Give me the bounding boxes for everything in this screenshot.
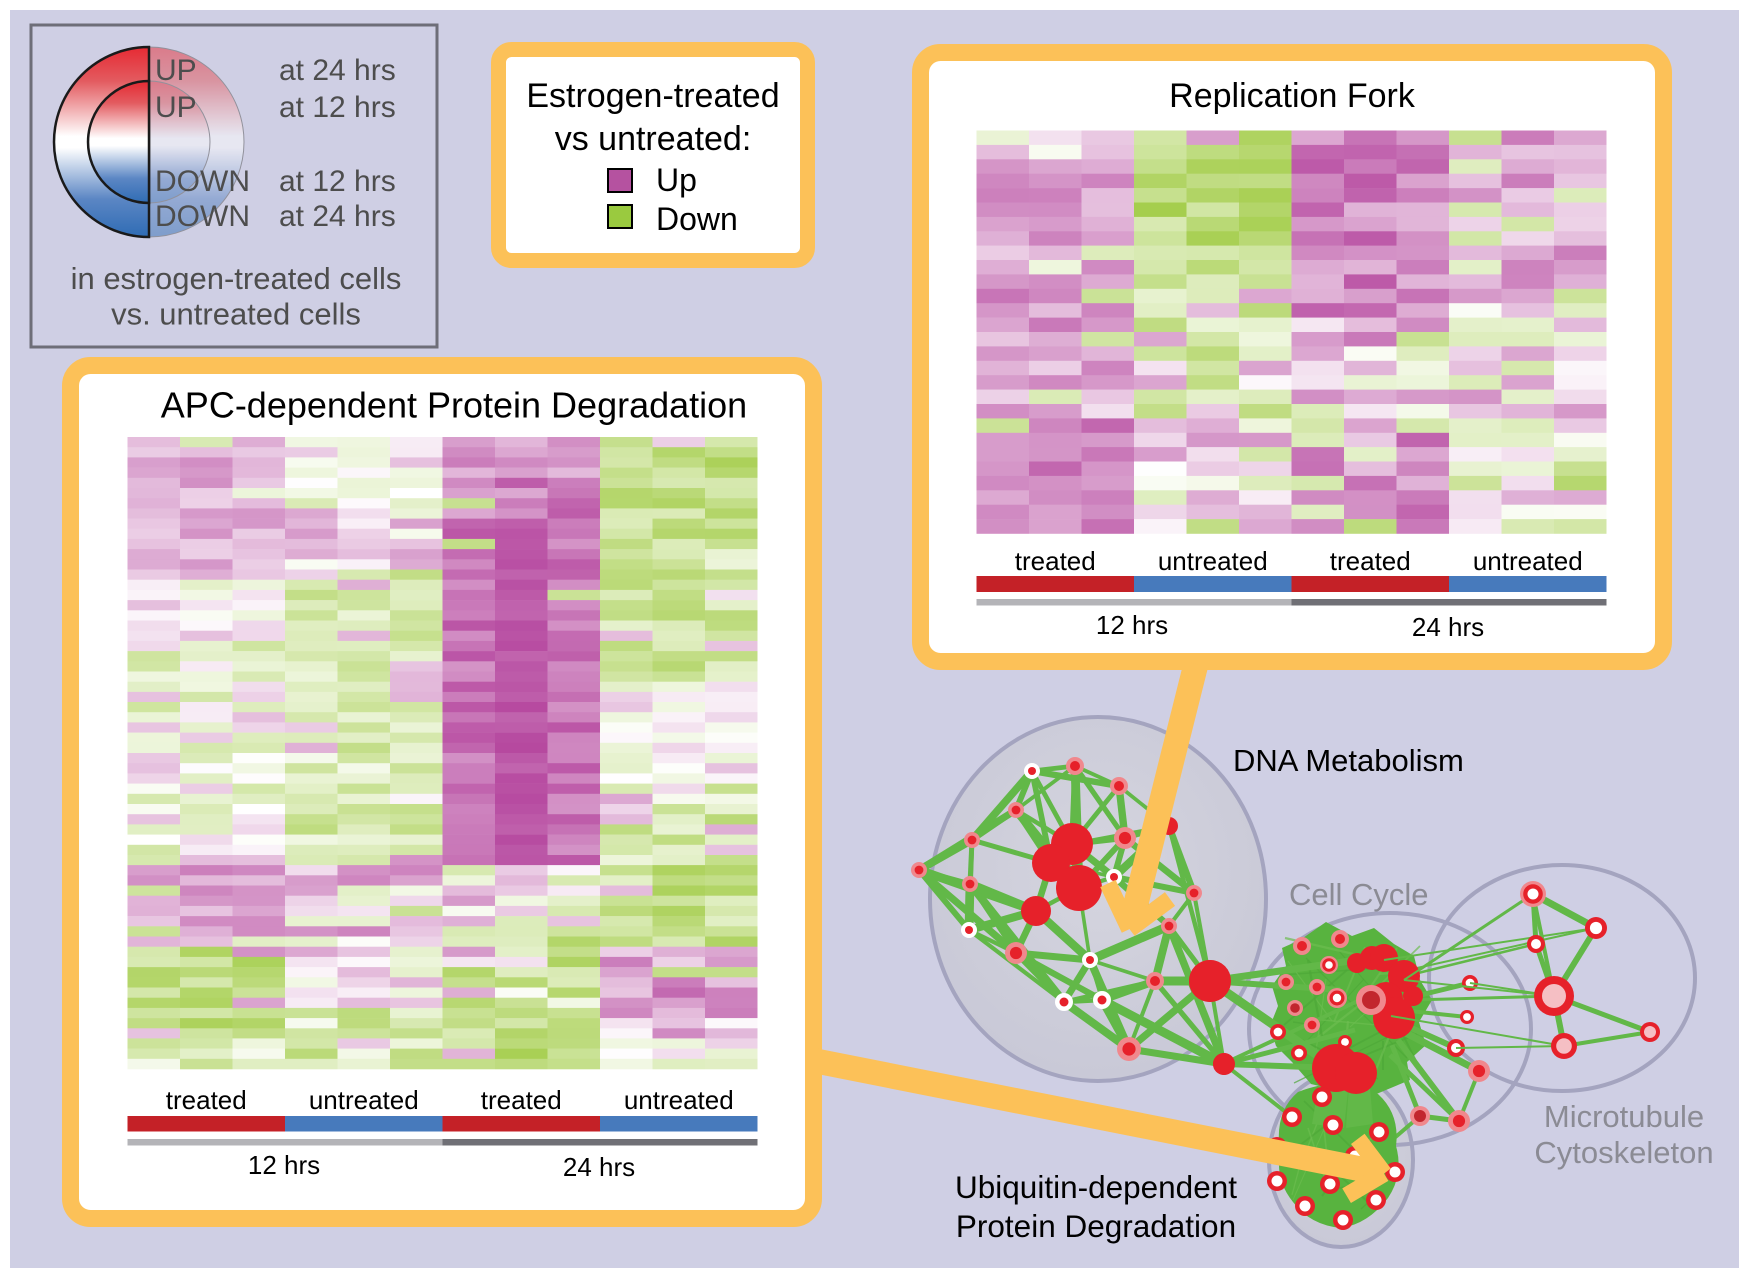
svg-text:untreated: untreated [624, 1085, 734, 1115]
svg-text:Estrogen-treated: Estrogen-treated [526, 77, 779, 115]
svg-text:DOWN: DOWN [155, 165, 250, 198]
svg-text:Replication Fork: Replication Fork [1169, 77, 1416, 115]
svg-text:at 12 hrs: at 12 hrs [279, 91, 396, 124]
svg-text:24 hrs: 24 hrs [563, 1152, 635, 1182]
svg-text:APC-dependent Protein Degradat: APC-dependent Protein Degradation [161, 385, 747, 426]
svg-text:Cell Cycle: Cell Cycle [1289, 877, 1429, 912]
svg-text:treated: treated [166, 1085, 247, 1115]
svg-text:Up: Up [656, 162, 697, 198]
svg-text:at 12 hrs: at 12 hrs [279, 165, 396, 198]
svg-text:untreated: untreated [1473, 546, 1583, 576]
svg-text:vs untreated:: vs untreated: [555, 120, 752, 158]
svg-text:UP: UP [155, 54, 197, 87]
svg-text:Microtubule: Microtubule [1544, 1099, 1704, 1134]
svg-text:Protein Degradation: Protein Degradation [956, 1208, 1236, 1244]
svg-text:DNA Metabolism: DNA Metabolism [1233, 743, 1464, 778]
svg-text:untreated: untreated [1158, 546, 1268, 576]
svg-text:treated: treated [481, 1085, 562, 1115]
svg-text:at 24 hrs: at 24 hrs [279, 54, 396, 87]
svg-text:UP: UP [155, 91, 197, 124]
svg-text:12 hrs: 12 hrs [248, 1150, 320, 1180]
svg-text:Cytoskeleton: Cytoskeleton [1534, 1135, 1713, 1170]
svg-text:vs. untreated cells: vs. untreated cells [111, 297, 361, 332]
svg-text:untreated: untreated [309, 1085, 419, 1115]
svg-text:treated: treated [1330, 546, 1411, 576]
svg-text:treated: treated [1015, 546, 1096, 576]
svg-text:in estrogen-treated cells: in estrogen-treated cells [71, 261, 402, 296]
svg-text:DOWN: DOWN [155, 200, 250, 233]
svg-text:12 hrs: 12 hrs [1096, 610, 1168, 640]
svg-text:24 hrs: 24 hrs [1412, 612, 1484, 642]
svg-text:Down: Down [656, 201, 738, 237]
svg-text:Ubiquitin-dependent: Ubiquitin-dependent [955, 1169, 1237, 1205]
svg-text:at 24 hrs: at 24 hrs [279, 200, 396, 233]
